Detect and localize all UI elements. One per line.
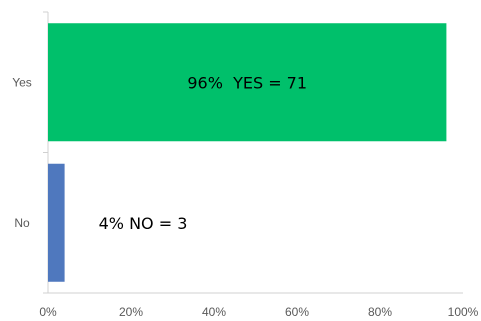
y-category-label: Yes [12,75,32,89]
x-tick-label: 100% [448,305,479,319]
chart-bars [48,23,447,282]
x-tick-label: 80% [368,305,392,319]
x-tick-label: 20% [119,305,143,319]
bar-yes [48,23,447,142]
bar-data-label: 4% NO = 3 [99,214,188,233]
chart-axes: 0% 20% 40% 60% 80% 100% [39,11,479,319]
x-tick-label: 0% [39,305,57,319]
y-category-label: No [14,216,30,230]
bar-no [48,163,65,282]
x-tick-label: 60% [285,305,309,319]
bar-data-label: 96% YES = 71 [187,73,307,92]
chart-labels: Yes 96% YES = 71 No 4% NO = 3 [12,73,307,233]
x-tick-label: 40% [202,305,226,319]
